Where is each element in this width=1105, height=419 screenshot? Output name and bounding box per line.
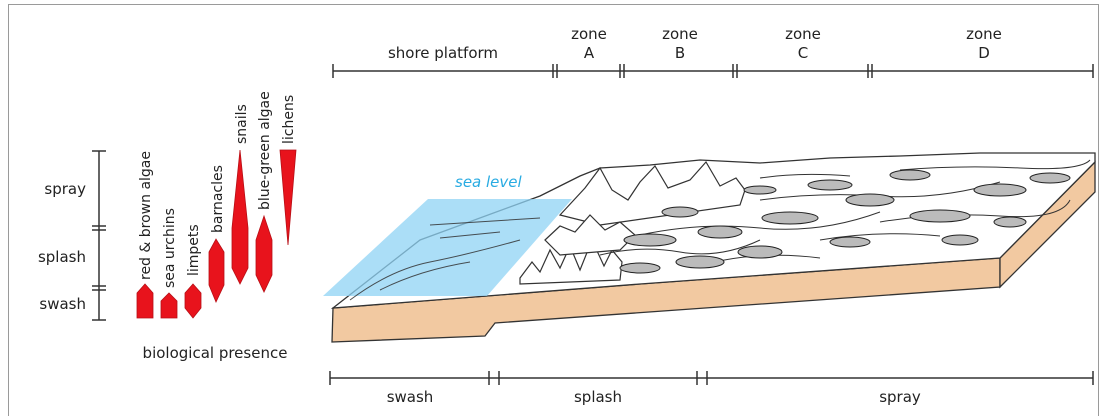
organism-label: barnacles — [210, 165, 226, 233]
bottom-zone-label-spray: spray — [879, 388, 921, 406]
red-brown-algae-bar — [136, 283, 154, 319]
left-zone-label-splash: splash — [38, 248, 86, 266]
organism-label: sea urchins — [162, 208, 178, 288]
top-zone-heading: zone — [785, 25, 821, 43]
blue-green-algae-bar — [255, 214, 273, 293]
snails-bar — [231, 149, 249, 285]
top-zone-label: A — [584, 44, 595, 62]
bottom-zone-label-swash: swash — [387, 388, 434, 406]
rock-pools — [619, 169, 1071, 274]
bottom-zone-scale — [329, 371, 1094, 385]
top-zone-heading: zone — [571, 25, 607, 43]
organism-bars — [136, 149, 297, 319]
biological-presence-label: biological presence — [143, 344, 288, 362]
figure-frame — [8, 4, 1099, 416]
top-zone-label: B — [675, 44, 685, 62]
left-zone-label-spray: spray — [44, 180, 86, 198]
rock-pinnacles — [519, 160, 746, 285]
left-zone-label-swash: swash — [39, 295, 86, 313]
organism-label: blue-green algae — [257, 91, 273, 210]
barnacles-bar — [208, 238, 225, 303]
submerged-rock-outline — [349, 217, 541, 301]
bottom-zone-label-splash: splash — [574, 388, 622, 406]
top-zone-heading: zone — [662, 25, 698, 43]
top-zone-heading: zone — [966, 25, 1002, 43]
sea-urchins-bar — [160, 292, 178, 319]
left-zone-scale — [92, 150, 106, 321]
top-zone-label: D — [978, 44, 990, 62]
lichens-bar — [279, 149, 297, 246]
organism-label: red & brown algae — [138, 151, 154, 280]
sea-level-plane — [323, 199, 572, 296]
top-zone-scale — [332, 64, 1094, 78]
top-zone-label: shore platform — [388, 44, 498, 62]
organism-label: limpets — [186, 224, 202, 276]
top-zone-label: C — [798, 44, 808, 62]
limpets-bar — [184, 283, 202, 319]
organism-label: lichens — [281, 95, 297, 144]
organism-label: snails — [234, 104, 250, 144]
sea-level-label: sea level — [455, 173, 523, 191]
